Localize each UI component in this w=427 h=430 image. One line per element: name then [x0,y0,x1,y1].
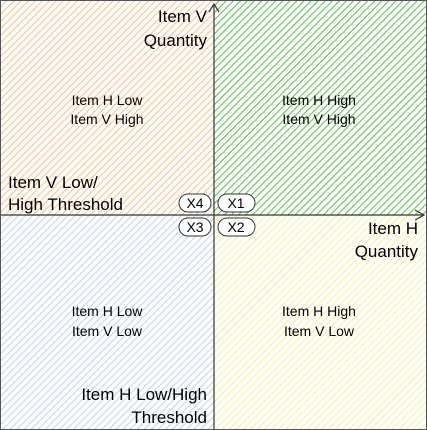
quadrant-top-left-label-line1: Item H Low [72,92,144,108]
quadrant-bottom-right-label-line1: Item H High [282,303,356,319]
h-threshold-label-line2: Threshold [131,408,207,427]
badge-x2 [217,217,256,237]
badge-x4-label: X4 [186,195,203,211]
quadrant-top-right-label-line1: Item H High [282,92,356,108]
v-threshold-label-line1: Item V Low/ [8,173,98,192]
badge-x3 [178,217,212,237]
h-axis-label-line2: Quantity [355,242,419,261]
quadrant-top-left-label-line2: Item V High [70,111,143,127]
badge-x1-label: X1 [227,195,244,211]
h-threshold-label-line1: Item H Low/High [81,385,207,404]
v-axis-label-line2: Quantity [144,31,208,50]
quadrant-bottom-right-label-line2: Item V Low [284,323,355,339]
quadrant-bottom-left-label-line2: Item V Low [72,323,143,339]
h-axis-label-line1: Item H [368,219,418,238]
v-threshold-label-line2: High Threshold [8,195,123,214]
quadrant-bottom-left [1,215,214,429]
quadrant-top-left [1,1,214,215]
horizontal-axis-arrowhead [414,209,426,221]
badge-x3-label: X3 [186,219,203,235]
quadrant-bottom-left-label-line1: Item H Low [72,303,144,319]
quadrant-top-right-label-line2: Item V High [282,111,355,127]
badge-x4 [178,193,212,213]
vertical-axis-arrowhead [208,2,220,13]
v-axis-label-line1: Item V [158,7,208,26]
badge-x1 [217,193,256,213]
quadrant-top-right [214,1,426,215]
badge-x2-label: X2 [227,219,244,235]
quadrant-bottom-right [214,215,426,429]
